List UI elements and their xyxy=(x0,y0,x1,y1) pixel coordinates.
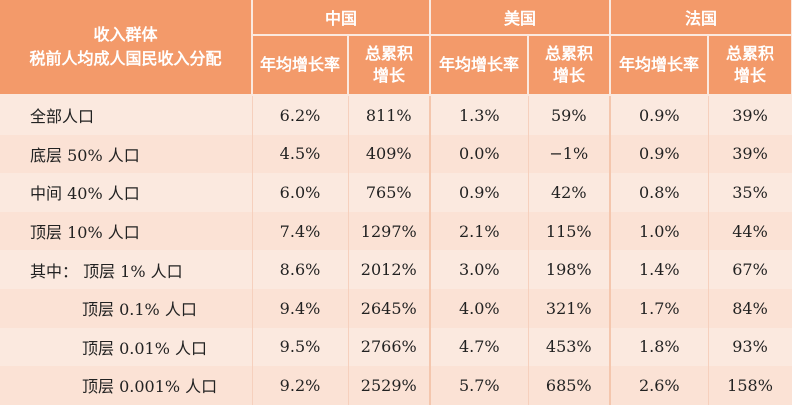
corner-line2: 税前人均成人国民收入分配 xyxy=(29,49,222,68)
table-cell: 93% xyxy=(708,327,792,367)
table-cell: 4.7% xyxy=(430,327,529,367)
table-cell: 765% xyxy=(348,173,432,212)
table-cell: 44% xyxy=(708,211,792,251)
table-cell: −1% xyxy=(528,134,612,174)
table-cell: 1.8% xyxy=(610,327,709,367)
row-label: 顶层 0.1% 人口 xyxy=(0,288,253,328)
table-cell: 9.2% xyxy=(252,366,349,405)
usa-total-header: 总累积 增长 xyxy=(528,35,612,96)
row-label: 顶层 0.001% 人口 xyxy=(0,366,253,405)
country-usa-header: 美国 xyxy=(430,0,612,36)
table-cell: 39% xyxy=(708,95,792,135)
table-cell: 409% xyxy=(348,134,432,174)
row-label: 底层 50% 人口 xyxy=(0,134,253,174)
row-label: 其中： 顶层 1% 人口 xyxy=(0,250,253,289)
row-label: 全部人口 xyxy=(0,95,253,135)
table-cell: 2012% xyxy=(348,250,432,289)
table-cell: 42% xyxy=(528,173,612,212)
table-row: 全部人口 6.2% 811% 1.3% 59% 0.9% 39% xyxy=(0,95,792,135)
table-cell: 1.4% xyxy=(610,250,709,289)
country-france-header: 法国 xyxy=(610,0,792,36)
table-cell: 6.0% xyxy=(252,173,349,212)
table-cell: 5.7% xyxy=(430,366,529,405)
china-total-header: 总累积 增长 xyxy=(348,35,432,96)
france-annual-header: 年均增长率 xyxy=(610,35,710,96)
table-cell: 39% xyxy=(708,134,792,174)
table-row: 顶层 0.1% 人口 9.4% 2645% 4.0% 321% 1.7% 84% xyxy=(0,288,792,328)
table-cell: 1.0% xyxy=(610,211,709,251)
corner-line1: 收入群体 xyxy=(93,25,158,44)
table-cell: 2529% xyxy=(348,366,432,405)
table-cell: 67% xyxy=(708,250,792,289)
france-total-header: 总累积 增长 xyxy=(708,35,792,96)
table-cell: 35% xyxy=(708,173,792,212)
table-cell: 1297% xyxy=(348,211,432,251)
table-cell: 321% xyxy=(528,288,612,328)
table-cell: 9.5% xyxy=(252,327,349,367)
table-cell: 158% xyxy=(708,366,792,405)
table-cell: 6.2% xyxy=(252,95,349,135)
table-cell: 1.7% xyxy=(610,288,709,328)
table-cell: 453% xyxy=(528,327,612,367)
table-cell: 115% xyxy=(528,211,612,251)
table-cell: 198% xyxy=(528,250,612,289)
usa-annual-header: 年均增长率 xyxy=(430,35,530,96)
table-row: 其中： 顶层 1% 人口 8.6% 2012% 3.0% 198% 1.4% 6… xyxy=(0,250,792,289)
table-cell: 2.1% xyxy=(430,211,529,251)
table-cell: 0.0% xyxy=(430,134,529,174)
row-label: 中间 40% 人口 xyxy=(0,173,253,212)
table-cell: 2645% xyxy=(348,288,432,328)
table-cell: 1.3% xyxy=(430,95,529,135)
table-row: 底层 50% 人口 4.5% 409% 0.0% −1% 0.9% 39% xyxy=(0,134,792,174)
table-cell: 84% xyxy=(708,288,792,328)
table-cell: 2.6% xyxy=(610,366,709,405)
table-cell: 8.6% xyxy=(252,250,349,289)
table-row: 顶层 0.001% 人口 9.2% 2529% 5.7% 685% 2.6% 1… xyxy=(0,366,792,405)
table-cell: 685% xyxy=(528,366,612,405)
table-row: 顶层 10% 人口 7.4% 1297% 2.1% 115% 1.0% 44% xyxy=(0,211,792,251)
row-label: 顶层 0.01% 人口 xyxy=(0,327,253,367)
table-cell: 4.5% xyxy=(252,134,349,174)
table-cell: 9.4% xyxy=(252,288,349,328)
table-cell: 59% xyxy=(528,95,612,135)
country-china-header: 中国 xyxy=(252,0,432,36)
table-cell: 3.0% xyxy=(430,250,529,289)
table-row: 中间 40% 人口 6.0% 765% 0.9% 42% 0.8% 35% xyxy=(0,173,792,212)
table-row: 顶层 0.01% 人口 9.5% 2766% 4.7% 453% 1.8% 93… xyxy=(0,327,792,367)
table-cell: 0.8% xyxy=(610,173,709,212)
table-cell: 2766% xyxy=(348,327,432,367)
table-cell: 7.4% xyxy=(252,211,349,251)
row-label: 顶层 10% 人口 xyxy=(0,211,253,251)
table-cell: 4.0% xyxy=(430,288,529,328)
table-cell: 0.9% xyxy=(430,173,529,212)
table-cell: 0.9% xyxy=(610,95,709,135)
china-annual-header: 年均增长率 xyxy=(252,35,349,96)
table-cell: 811% xyxy=(348,95,432,135)
table-cell: 0.9% xyxy=(610,134,709,174)
corner-header: 收入群体 税前人均成人国民收入分配 xyxy=(0,0,253,96)
